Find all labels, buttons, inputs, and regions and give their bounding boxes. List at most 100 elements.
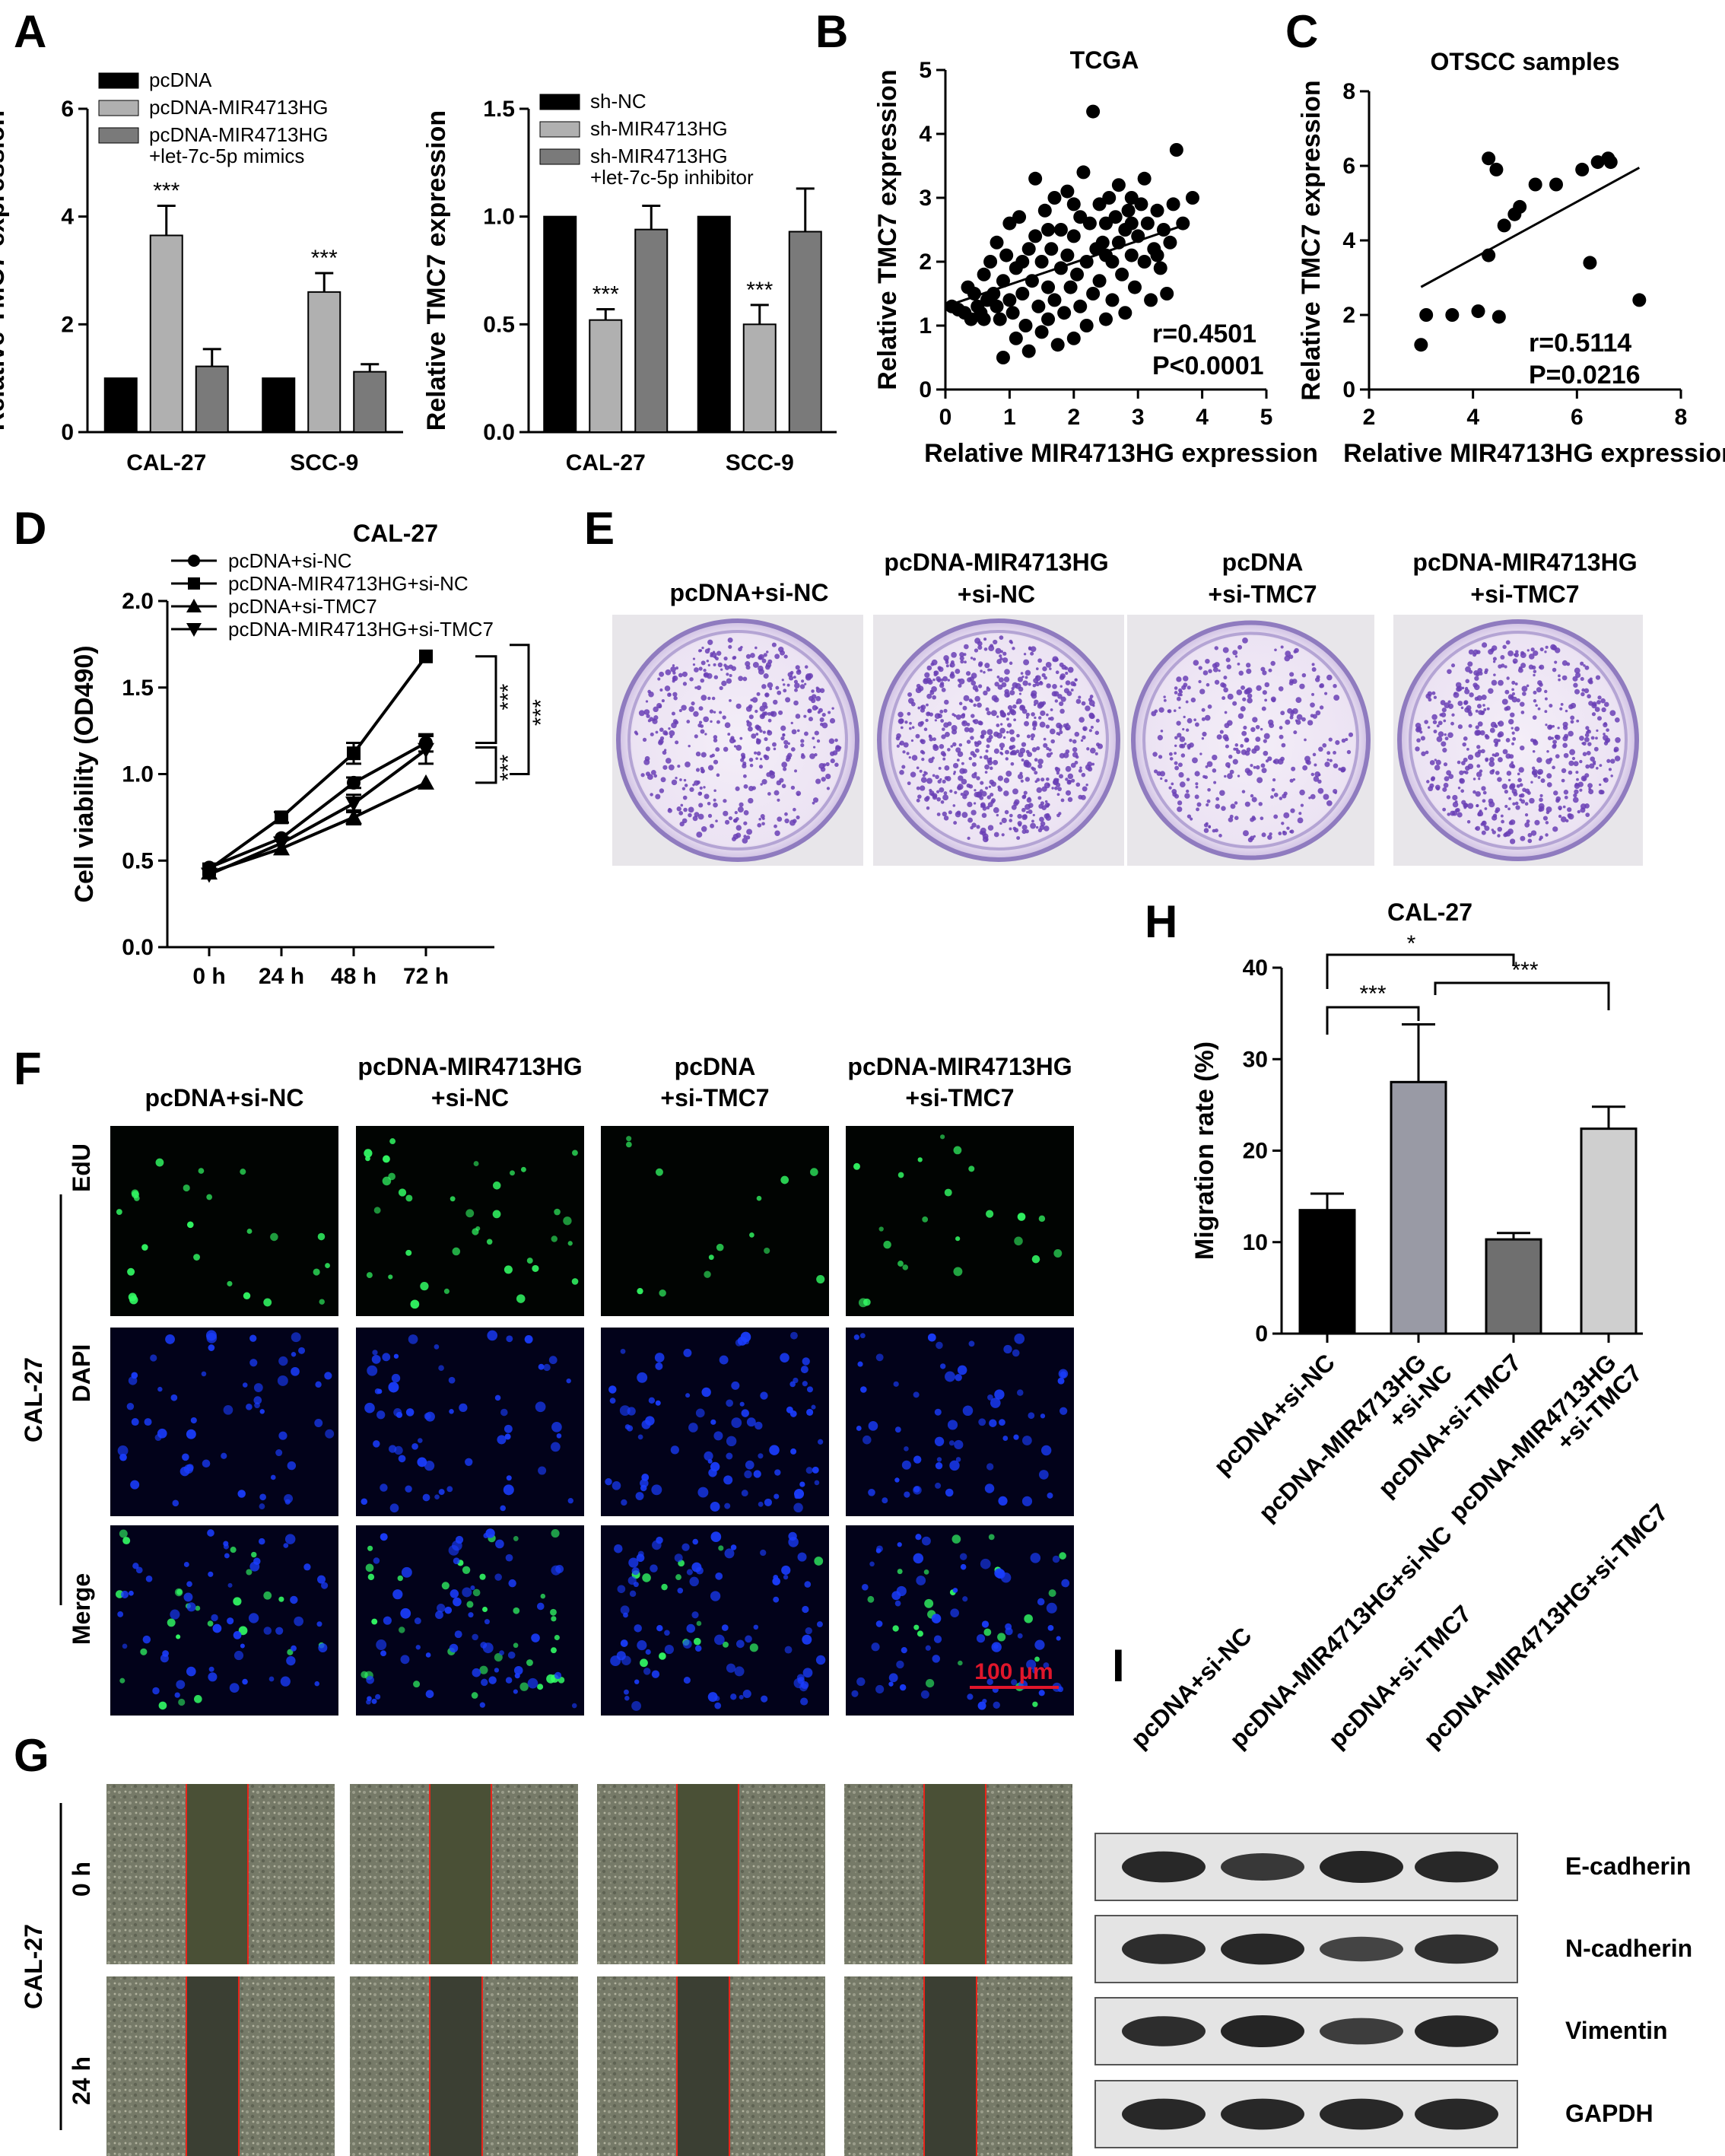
colony-dot bbox=[917, 794, 922, 799]
colony-dot bbox=[1206, 799, 1211, 803]
colony-dot bbox=[1183, 676, 1189, 682]
colony-dot bbox=[952, 742, 957, 747]
chartC-x-tick-label: 2 bbox=[1363, 405, 1376, 430]
colony-dot bbox=[1319, 683, 1323, 688]
edu-cell-blue bbox=[1037, 1598, 1045, 1606]
colony-dot bbox=[1174, 691, 1178, 695]
colony-dot bbox=[1194, 722, 1199, 727]
colony-dot bbox=[1560, 816, 1567, 822]
colony-dot bbox=[1526, 649, 1530, 652]
colony-dot bbox=[1501, 819, 1504, 824]
colony-dot bbox=[672, 679, 675, 683]
colony-dot bbox=[1201, 717, 1206, 721]
colony-dot bbox=[1001, 833, 1005, 837]
colony-dot bbox=[1072, 752, 1079, 758]
colony-dot bbox=[650, 769, 656, 775]
chartB-point bbox=[1105, 293, 1120, 307]
colony-dot bbox=[1444, 733, 1447, 736]
edu-cell-green bbox=[319, 1299, 325, 1305]
colony-dot bbox=[1050, 716, 1054, 721]
edu-cell-blue bbox=[207, 1529, 214, 1537]
colony-dot bbox=[772, 742, 777, 747]
edu-cell-blue bbox=[503, 1484, 514, 1496]
edu-cell-blue bbox=[959, 1553, 967, 1560]
colony-dot bbox=[1444, 776, 1450, 781]
colony-dot bbox=[735, 786, 740, 791]
colony-dot bbox=[1442, 787, 1447, 792]
colony-dot bbox=[1475, 790, 1481, 797]
colony-dot bbox=[1503, 832, 1507, 838]
colony-dot bbox=[1491, 679, 1498, 686]
edu-cell-blue bbox=[284, 1493, 294, 1503]
colony-dot bbox=[1184, 793, 1190, 799]
colony-dot bbox=[1584, 665, 1590, 670]
colony-dot bbox=[1012, 788, 1018, 795]
colony-dot bbox=[1009, 827, 1012, 831]
colony-dot bbox=[1457, 685, 1463, 692]
colony-dot bbox=[1021, 758, 1025, 762]
chartC-point bbox=[1528, 177, 1542, 192]
colony-dot bbox=[958, 678, 965, 685]
colony-dot bbox=[1573, 682, 1578, 688]
colony-dot bbox=[1603, 777, 1606, 781]
colony-dot bbox=[1552, 744, 1557, 749]
colony-dot bbox=[988, 785, 992, 788]
colony-dot bbox=[978, 661, 983, 666]
colony-dot bbox=[664, 685, 671, 692]
colony-dot bbox=[970, 657, 974, 660]
colony-dot bbox=[1333, 684, 1337, 688]
edu-cell-blue bbox=[242, 1678, 248, 1685]
edu-cell-blue bbox=[875, 1548, 882, 1553]
edu-cell-green bbox=[195, 1605, 201, 1611]
chart-h-title: CAL-27 bbox=[1387, 898, 1472, 926]
edu-cell-green bbox=[513, 1607, 520, 1614]
colony-dot bbox=[1088, 698, 1093, 702]
colony-dot bbox=[825, 773, 831, 780]
colony-dot bbox=[781, 762, 788, 768]
colony-dot bbox=[729, 698, 732, 702]
colony-dot bbox=[1511, 742, 1514, 746]
colony-dot bbox=[972, 719, 976, 723]
colony-dot bbox=[713, 738, 718, 743]
colony-dot bbox=[907, 781, 911, 786]
colony-dot bbox=[700, 695, 707, 701]
edu-cell-blue bbox=[916, 1576, 926, 1585]
edu-cell-green bbox=[465, 1209, 475, 1218]
edu-cell-blue bbox=[957, 1365, 967, 1375]
colony-dot bbox=[748, 714, 754, 720]
edu-cell-blue bbox=[170, 1394, 178, 1401]
edu-cell-blue bbox=[470, 1585, 475, 1591]
colony-dot bbox=[683, 778, 687, 782]
colony-dot bbox=[695, 751, 701, 757]
edu-cell-blue bbox=[465, 1458, 473, 1466]
colony-dot bbox=[995, 647, 1002, 654]
colony-dot bbox=[1022, 794, 1027, 799]
colony-dot bbox=[1088, 729, 1092, 733]
edu-cell-blue bbox=[551, 1442, 561, 1452]
chartB-y-tick-label: 1 bbox=[919, 313, 932, 339]
colony-dot bbox=[1539, 664, 1545, 670]
colony-dot bbox=[740, 645, 743, 649]
colony-dot bbox=[1314, 677, 1320, 682]
edu-cell-blue bbox=[434, 1494, 440, 1500]
colony-dot bbox=[1446, 795, 1451, 800]
chart-h-bar bbox=[1485, 1238, 1542, 1335]
edu-cell-green bbox=[198, 1168, 205, 1174]
colony-dot bbox=[796, 729, 800, 733]
colony-dot bbox=[951, 713, 955, 717]
edu-cell-blue bbox=[915, 1534, 922, 1541]
colony-dot bbox=[1580, 676, 1584, 682]
colony-dot bbox=[1475, 725, 1479, 730]
colony-dot bbox=[993, 832, 999, 838]
chartB-point bbox=[1021, 344, 1036, 358]
edu-cell-blue bbox=[1021, 1496, 1033, 1506]
colony-dot bbox=[1221, 806, 1226, 811]
edu-cell-blue bbox=[935, 1482, 942, 1489]
edu-cell-blue bbox=[248, 1613, 259, 1623]
chart-d-series-line bbox=[208, 655, 427, 871]
chartB-x-tick-label: 3 bbox=[1132, 405, 1145, 430]
colony-dot bbox=[1065, 790, 1072, 796]
colony-dot bbox=[814, 730, 819, 736]
edu-cell-green bbox=[551, 1616, 557, 1622]
